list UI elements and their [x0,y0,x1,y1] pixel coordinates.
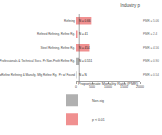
svg-text:N = 41: N = 41 [79,32,88,36]
svg-text:w/ Professionals & Technical S: w/ Professionals & Technical Svcs. Pr No… [0,59,75,63]
svg-text:1000: 1000 [104,85,112,89]
svg-text:Industry p: Industry p [120,3,140,8]
svg-text:0: 0 [75,85,77,89]
svg-text:Refined Refining, Refine Rg.: Refined Refining, Refine Rg. [37,32,75,36]
svg-text:N = 0.551: N = 0.551 [79,59,92,63]
svg-text:wRefine Refining & Manufg. Mfg: wRefine Refining & Manufg. Mfg Refine Rg… [0,73,75,77]
svg-text:2000: 2000 [136,85,144,89]
svg-text:PMR = 0.54: PMR = 0.54 [143,73,159,77]
svg-text:N = 0.66: N = 0.66 [79,19,91,23]
svg-text:PMR = 5.06: PMR = 5.06 [143,19,159,23]
svg-text:500: 500 [89,85,95,89]
svg-text:1500: 1500 [120,85,128,89]
svg-text:Non-sig: Non-sig [92,99,104,103]
svg-text:PMR = 2.4: PMR = 2.4 [143,32,158,36]
svg-text:N = N: N = N [79,73,87,77]
svg-text:Proportionate Mortality Ratio: Proportionate Mortality Ratio (PMR) [78,82,139,86]
svg-text:Steel Refining, Refine Rg.: Steel Refining, Refine Rg. [40,46,75,50]
svg-text:Refining: Refining [64,19,75,23]
svg-text:p < 0.01: p < 0.01 [92,118,105,122]
svg-text:PMR = 4.56: PMR = 4.56 [143,46,159,50]
svg-text:PMR = 0.90: PMR = 0.90 [143,59,159,63]
svg-text:N = 454: N = 454 [79,46,90,50]
